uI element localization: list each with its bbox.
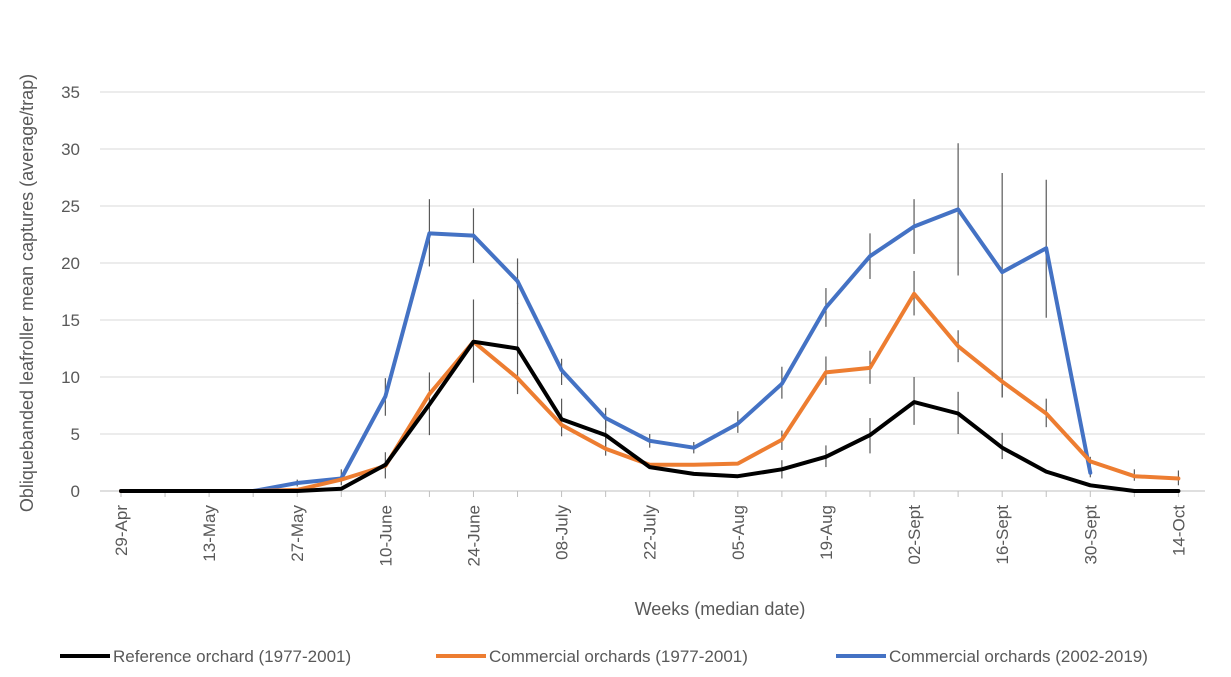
series-line	[119, 207, 1093, 493]
x-tick-label: 30-Sept	[1081, 505, 1100, 565]
x-tick-label: 10-June	[376, 505, 395, 566]
x-tick-label: 13-May	[200, 505, 219, 562]
y-tick-label: 30	[61, 140, 80, 159]
x-tick-label: 02-Sept	[905, 505, 924, 565]
legend-label: Commercial orchards (1977-2001)	[489, 647, 748, 666]
series-line	[119, 339, 1181, 493]
y-axis-title: Obliquebanded leafroller mean captures (…	[17, 74, 37, 512]
x-axis-title: Weeks (median date)	[635, 599, 806, 619]
x-tick-label: 14-Oct	[1169, 505, 1188, 556]
x-tick-label: 05-Aug	[729, 505, 748, 560]
y-tick-label: 35	[61, 83, 80, 102]
legend-item: Commercial orchards (1977-2001)	[436, 647, 748, 666]
x-tick-label: 19-Aug	[817, 505, 836, 560]
y-axis-ticks: 0 5 10 15 20 25 30 35	[61, 83, 80, 501]
y-tick-label: 10	[61, 368, 80, 387]
x-tick-label: 08-July	[553, 505, 572, 560]
x-tick-label: 27-May	[288, 505, 307, 562]
x-tick-label: 29-Apr	[112, 505, 131, 556]
legend: Reference orchard (1977-2001) Commercial …	[60, 647, 1148, 666]
y-tick-label: 0	[71, 482, 80, 501]
legend-label: Commercial orchards (2002-2019)	[889, 647, 1148, 666]
y-tick-label: 15	[61, 311, 80, 330]
series-lines	[119, 207, 1181, 493]
legend-label: Reference orchard (1977-2001)	[113, 647, 351, 666]
series-line	[119, 291, 1181, 493]
x-tick-label: 22-July	[641, 505, 660, 560]
legend-item: Commercial orchards (2002-2019)	[836, 647, 1148, 666]
y-tick-label: 5	[71, 425, 80, 444]
error-bars	[296, 143, 1180, 487]
gridlines	[100, 91, 1205, 435]
x-axis: 29-Apr 13-May 27-May 10-June 24-June 08-July 2…	[100, 490, 1205, 566]
legend-item: Reference orchard (1977-2001)	[60, 647, 351, 666]
y-tick-label: 20	[61, 254, 80, 273]
y-tick-label: 25	[61, 197, 80, 216]
x-tick-label: 24-June	[464, 505, 483, 566]
x-tick-label: 16-Sept	[993, 505, 1012, 565]
